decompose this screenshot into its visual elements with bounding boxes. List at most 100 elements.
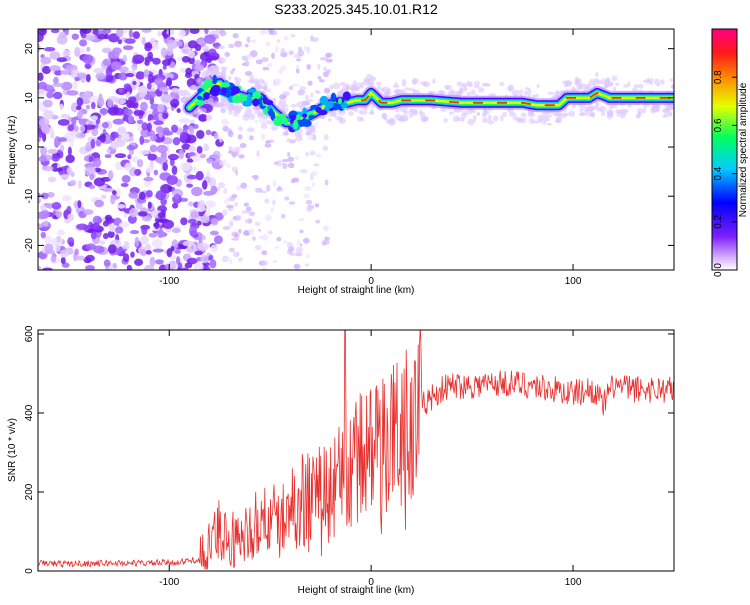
spectral-noise-blob [127, 265, 133, 270]
spectral-halo-blob [663, 112, 669, 118]
spectral-noise-blob [123, 83, 132, 90]
spectral-noise-blob [143, 176, 154, 182]
y-tick-label: 0 [24, 568, 35, 574]
spectral-halo-blob [220, 70, 227, 77]
spectral-halo-blob [351, 83, 357, 88]
spectral-halo-blob [444, 84, 450, 90]
spectral-noise-blob [264, 143, 272, 148]
spectral-noise-blob [166, 47, 174, 56]
spectral-noise-blob [204, 29, 209, 35]
spectral-noise-blob [249, 135, 254, 141]
spectral-noise-blob [67, 124, 75, 132]
spectral-noise-blob [171, 124, 178, 133]
ridge-blob [289, 114, 297, 120]
spectral-noise-blob [262, 266, 268, 270]
spectral-noise-blob [69, 179, 77, 186]
spectral-noise-blob [297, 89, 306, 96]
spectral-noise-blob [254, 119, 258, 123]
spectral-noise-blob [221, 209, 228, 216]
spectral-noise-blob [93, 245, 105, 254]
spectral-noise-blob [79, 39, 88, 47]
spectral-noise-blob [88, 184, 96, 190]
spectral-noise-blob [107, 244, 117, 254]
spectral-noise-blob [60, 81, 73, 91]
snr-series-line [38, 330, 674, 570]
spectral-noise-blob [128, 114, 134, 124]
spectral-noise-blob [40, 192, 49, 200]
spectral-noise-blob [244, 219, 251, 224]
spectral-noise-blob [127, 101, 138, 108]
y-tick-label: 10 [24, 92, 35, 104]
spectral-noise-blob [304, 263, 310, 267]
spectral-noise-blob [134, 169, 142, 176]
spectral-noise-blob [76, 72, 87, 79]
ridge-blob [265, 99, 274, 106]
spectral-noise-blob [121, 244, 130, 250]
spectral-noise-blob [47, 192, 55, 198]
spectral-noise-blob [70, 102, 79, 113]
spectral-halo-blob [661, 108, 669, 114]
spectral-noise-blob [299, 243, 303, 247]
spectral-noise-blob [209, 230, 219, 236]
spectral-noise-blob [74, 47, 81, 57]
spectral-noise-blob [270, 206, 274, 213]
spectral-noise-blob [100, 194, 107, 199]
spectral-noise-blob [249, 50, 258, 58]
spectral-noise-blob [296, 58, 302, 62]
spectral-noise-blob [97, 33, 108, 40]
spectral-noise-blob [164, 263, 170, 270]
spectral-noise-blob [286, 249, 293, 255]
spectral-halo-blob [614, 82, 620, 87]
spectral-noise-blob [188, 201, 194, 207]
spectral-noise-blob [128, 207, 139, 218]
spectral-noise-blob [286, 241, 294, 249]
spectral-noise-blob [107, 170, 114, 180]
spectral-halo-blob [245, 107, 251, 113]
spectral-noise-blob [205, 114, 213, 121]
spectral-noise-blob [243, 202, 250, 207]
spectral-noise-blob [125, 91, 131, 99]
spectral-noise-blob [64, 30, 70, 36]
spectral-noise-blob [292, 177, 300, 183]
spectral-noise-blob [81, 108, 88, 115]
spectral-noise-blob [226, 163, 231, 168]
spectral-noise-blob [305, 99, 314, 103]
spectral-noise-blob [114, 97, 127, 105]
spectral-noise-blob [139, 235, 149, 245]
spectral-halo-blob [432, 78, 436, 84]
spectral-halo-blob [600, 78, 605, 85]
spectral-halo-blob [556, 116, 562, 123]
spectral-halo-blob [348, 110, 354, 117]
ridge-blob [230, 86, 241, 95]
spectral-noise-blob [295, 68, 300, 74]
spectral-noise-blob [206, 158, 214, 164]
spectral-noise-blob [162, 65, 167, 70]
spectral-noise-blob [200, 216, 210, 224]
spectral-noise-blob [78, 118, 87, 124]
spectral-noise-blob [229, 220, 234, 227]
spectral-noise-blob [324, 236, 330, 241]
spectral-noise-blob [283, 240, 288, 244]
spectral-halo-blob [284, 128, 289, 135]
spectral-noise-blob [319, 79, 325, 83]
spectral-noise-blob [140, 101, 148, 112]
spectral-halo-blob [368, 111, 375, 115]
spectral-noise-blob [38, 223, 44, 229]
spectral-noise-blob [219, 30, 227, 37]
spectral-noise-blob [228, 247, 235, 253]
spectral-noise-blob [38, 29, 47, 36]
spectral-noise-blob [154, 78, 164, 86]
spectral-halo-blob [574, 80, 580, 85]
spectral-noise-blob [262, 260, 269, 266]
spectral-noise-blob [203, 143, 210, 152]
spectral-noise-blob [176, 108, 181, 113]
spectral-noise-blob [258, 235, 265, 240]
spectral-noise-blob [158, 86, 170, 92]
spectral-noise-blob [190, 211, 200, 219]
spectral-noise-blob [274, 245, 280, 249]
spectral-noise-blob [238, 257, 243, 262]
spectral-halo-blob [234, 77, 242, 83]
spectral-noise-blob [130, 251, 135, 258]
y-tick-label: 200 [24, 483, 35, 500]
spectral-noise-blob [113, 107, 124, 116]
